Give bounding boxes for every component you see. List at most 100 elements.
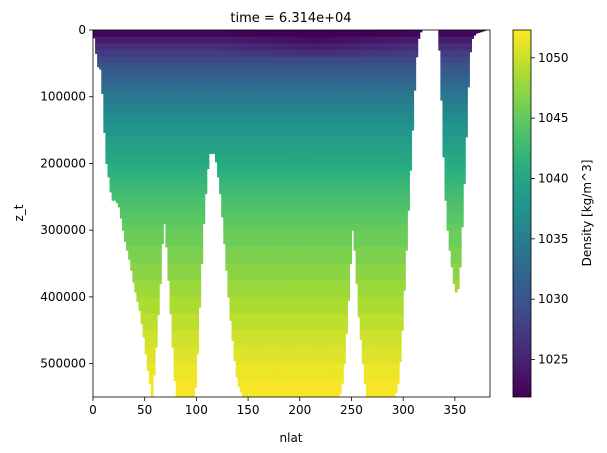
density-cell [183, 203, 187, 211]
density-cell [146, 246, 150, 265]
density-cell [241, 223, 245, 231]
density-cell [188, 36, 191, 44]
density-cell [287, 190, 291, 198]
density-cell [194, 246, 197, 265]
density-cell [320, 216, 324, 225]
density-cell [368, 190, 371, 198]
density-cell [134, 280, 138, 293]
density-cell [231, 196, 235, 205]
density-cell [370, 330, 373, 348]
density-cell [150, 223, 154, 231]
density-cell [310, 50, 313, 58]
density-cell [117, 190, 121, 198]
density-cell [336, 36, 340, 44]
density-cell [119, 50, 123, 58]
density-cell [334, 130, 338, 138]
density-cell [190, 103, 193, 111]
density-cell [320, 130, 324, 138]
density-cell [246, 363, 249, 381]
density-cell [330, 203, 334, 211]
density-cell [256, 56, 260, 64]
density-cell [384, 170, 388, 178]
density-cell [186, 176, 189, 185]
density-cell [173, 156, 177, 165]
density-cell [134, 123, 138, 131]
density-cell [250, 246, 253, 265]
density-cell [274, 43, 278, 51]
density-cell [326, 230, 330, 248]
density-cell [291, 176, 295, 185]
density-cell [345, 43, 348, 51]
density-cell [386, 296, 390, 315]
density-cell [316, 63, 319, 71]
density-cell [324, 130, 328, 138]
density-cell [161, 96, 164, 104]
density-cell [272, 43, 276, 51]
density-cell [297, 56, 301, 64]
density-cell [128, 30, 131, 38]
density-cell [330, 56, 334, 64]
density-cell [179, 210, 183, 218]
density-cell [305, 196, 309, 205]
density-cell [380, 30, 384, 38]
density-cell [376, 56, 379, 64]
density-cell [291, 156, 295, 165]
density-cell [229, 83, 233, 91]
density-cell [372, 163, 375, 171]
density-cell [121, 190, 125, 198]
density-cell [324, 70, 328, 78]
density-cell [372, 56, 375, 64]
density-cell [183, 183, 187, 191]
density-cell [117, 43, 121, 51]
density-cell [345, 90, 348, 98]
density-cell [312, 203, 315, 211]
density-cell [225, 196, 229, 205]
density-cell [200, 43, 204, 51]
density-cell [328, 313, 332, 331]
density-cell [243, 83, 247, 91]
density-cell [256, 163, 260, 171]
density-cell [365, 190, 369, 198]
density-cell [239, 143, 243, 151]
density-cell [258, 136, 262, 145]
density-cell [126, 196, 129, 205]
density-cell [378, 176, 382, 185]
density-cell [349, 163, 353, 171]
density-cell [241, 196, 245, 205]
density-cell [260, 296, 264, 315]
density-cell [134, 190, 138, 198]
density-cell [289, 330, 293, 348]
density-cell [374, 123, 377, 131]
density-cell [136, 230, 140, 248]
density-cell [214, 143, 218, 151]
density-cell [124, 70, 127, 78]
density-cell [326, 263, 330, 281]
density-cell [361, 330, 365, 348]
density-cell [266, 190, 270, 198]
density-cell [353, 130, 357, 138]
density-cell [113, 63, 117, 71]
density-cell [119, 116, 123, 125]
density-cell [101, 56, 104, 64]
density-cell [343, 130, 346, 138]
density-cell [246, 280, 249, 298]
density-cell [237, 83, 241, 91]
density-cell [223, 223, 226, 231]
density-cell [136, 76, 140, 84]
density-cell [227, 110, 231, 118]
density-cell [190, 176, 193, 185]
density-cell [308, 210, 311, 218]
density-cell [372, 76, 375, 84]
density-cell [380, 96, 384, 104]
density-cell [374, 90, 377, 98]
density-cell [181, 76, 185, 84]
density-cell [301, 346, 305, 365]
density-cell [322, 63, 326, 71]
density-cell [380, 313, 384, 331]
density-cell [260, 56, 264, 64]
density-cell [142, 216, 146, 225]
density-cell [128, 183, 131, 191]
density-cell [301, 183, 305, 191]
density-cell [330, 263, 334, 281]
density-cell [124, 136, 127, 145]
